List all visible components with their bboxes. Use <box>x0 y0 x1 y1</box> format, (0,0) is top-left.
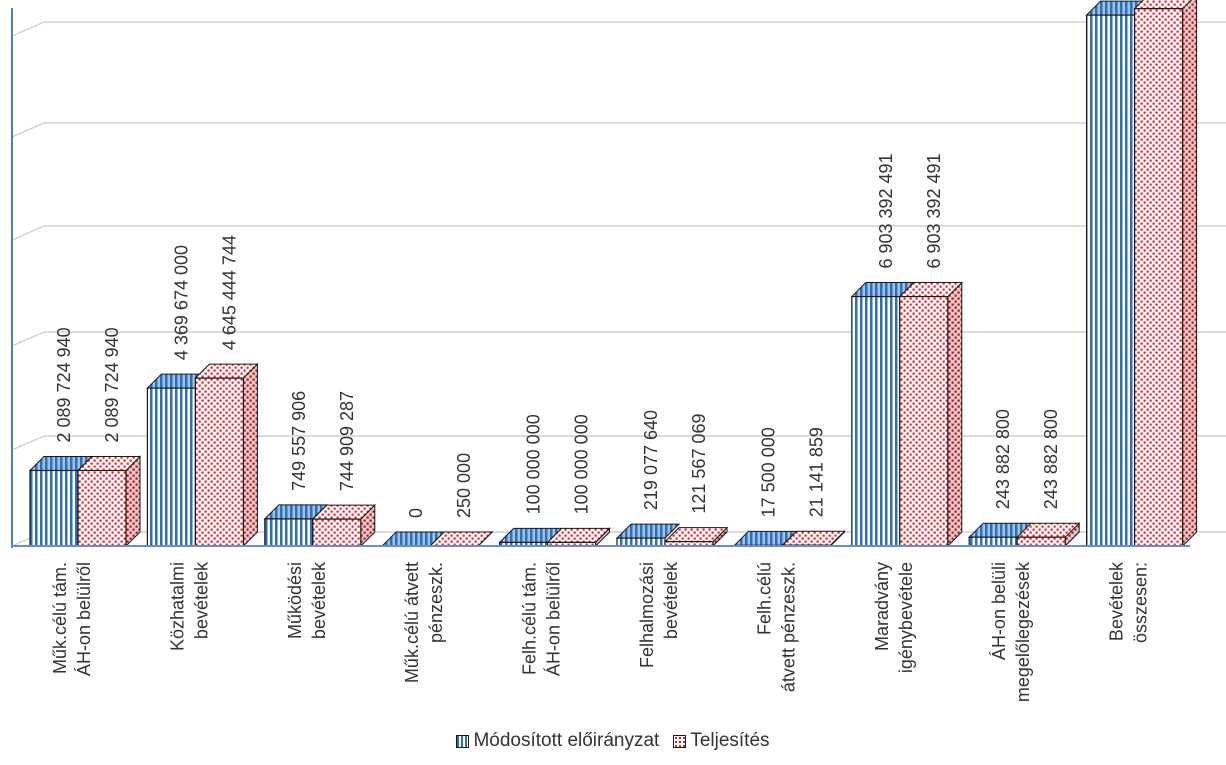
value-label: 2 089 724 940 <box>54 327 74 442</box>
bar-teljesites-side <box>242 362 258 548</box>
bar-modositott <box>146 387 196 547</box>
axes <box>11 8 1190 548</box>
category-labels: Műk.célú tám. ÁH-on belülről Közhatalmi bev… <box>50 561 1151 702</box>
value-label: 243 882 800 <box>1041 409 1061 509</box>
bar-teljesites <box>1133 8 1184 547</box>
legend-swatch-red <box>673 734 687 748</box>
value-label: 17 500 000 <box>758 427 778 517</box>
bar-teljesites-side <box>125 455 141 548</box>
value-label: 4 369 674 000 <box>171 245 191 360</box>
value-label: 749 557 906 <box>289 391 309 491</box>
gridline-diagonal <box>11 331 45 347</box>
bar-teljesites-side <box>1182 0 1198 548</box>
gridline-diagonal <box>11 21 45 37</box>
bar-modositott <box>616 537 666 547</box>
category-label: ÁH-on belüli <box>989 562 1009 660</box>
legend: Módosított előirányzat Teljesítés <box>0 730 1226 752</box>
category-label: ÁH-on belülről <box>74 562 94 676</box>
category-label: átvett pénzeszk. <box>778 562 798 692</box>
value-labels: 2 089 724 940 2 089 724 940 4 369 674 000 4… <box>54 153 1061 518</box>
category-label: pénzeszk. <box>426 562 446 643</box>
category-label: Felhalmozási <box>637 562 657 668</box>
bar-modositott <box>1085 14 1136 547</box>
value-label: 4 645 444 744 <box>219 235 239 350</box>
value-label: 0 <box>406 508 426 518</box>
legend-label-series-2: Teljesítés <box>690 730 770 751</box>
gridline-diagonal <box>11 122 45 138</box>
value-label: 100 000 000 <box>572 414 592 514</box>
category-label: összesen: <box>1131 562 1151 643</box>
value-label: 6 903 392 491 <box>924 153 944 268</box>
value-label: 250 000 <box>454 453 474 518</box>
category-label: Felh.célú <box>754 562 774 635</box>
category-label: bevételek <box>191 561 211 639</box>
bar-teljesites <box>312 518 362 547</box>
category-label: Felh.célú tám. <box>520 562 540 675</box>
legend-swatch-blue <box>456 734 470 748</box>
bar-teljesites <box>899 295 949 547</box>
bar-teljesites <box>1016 536 1066 547</box>
value-label: 243 882 800 <box>993 409 1013 509</box>
bar-modositott <box>29 469 79 547</box>
bar-modositott <box>851 295 901 547</box>
legend-item-series-1: Módosított előirányzat <box>456 730 659 752</box>
category-label: Műk.célú átvett <box>402 562 422 683</box>
value-label: 100 000 000 <box>524 414 544 514</box>
value-label: 6 903 392 491 <box>876 153 896 268</box>
bar-modositott <box>264 518 314 547</box>
bar-modositott <box>968 536 1018 547</box>
category-label: bevételek <box>661 561 681 639</box>
gridline-diagonal <box>11 225 45 241</box>
category-label: Maradvány <box>872 562 892 651</box>
category-label: megelőlegezések <box>1013 561 1033 702</box>
category-label: Közhatalmi <box>167 562 187 651</box>
category-label: igénybevétele <box>896 562 916 673</box>
value-label: 121 567 069 <box>689 413 709 513</box>
value-label: 21 141 859 <box>806 427 826 517</box>
category-label: Műk.célú tám. <box>50 562 70 674</box>
category-label: Bevételek <box>1107 561 1127 641</box>
category-label: Működési <box>285 562 305 639</box>
gridline-diagonal <box>11 435 45 451</box>
value-label: 219 077 640 <box>641 410 661 510</box>
value-label: 2 089 724 940 <box>102 327 122 442</box>
category-label: bevételek <box>309 561 329 639</box>
category-label: ÁH-on belülről <box>544 562 564 676</box>
legend-item-series-2: Teljesítés <box>673 730 770 752</box>
bar-teljesites <box>77 469 127 547</box>
bar-modositott-top <box>615 523 681 539</box>
bar-teljesites-side <box>947 281 963 548</box>
legend-label-series-1: Módosított előirányzat <box>473 730 660 751</box>
value-label: 744 909 287 <box>337 391 357 491</box>
bars <box>28 0 1198 548</box>
bar-teljesites <box>194 377 244 547</box>
